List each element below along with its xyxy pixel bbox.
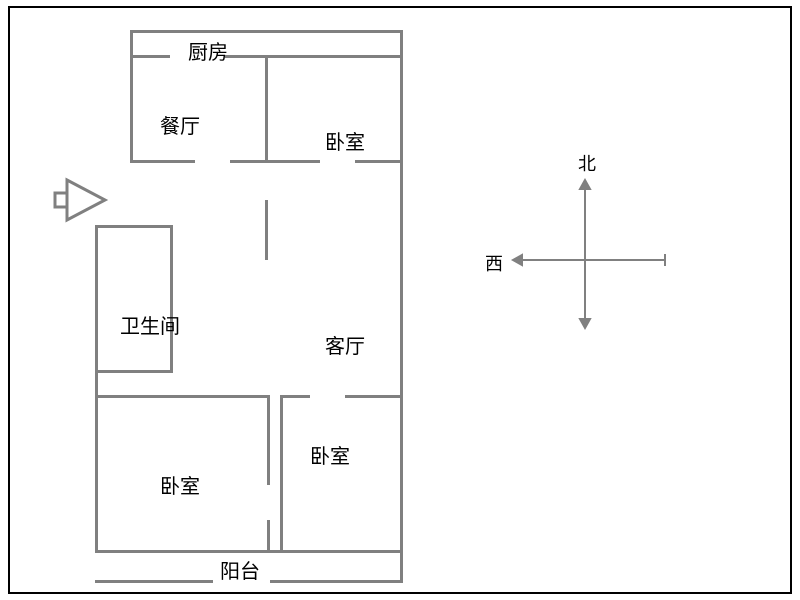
compass-rose-icon (0, 0, 800, 600)
compass-north-label: 北 (578, 150, 596, 176)
compass-west-label: 西 (485, 250, 503, 276)
